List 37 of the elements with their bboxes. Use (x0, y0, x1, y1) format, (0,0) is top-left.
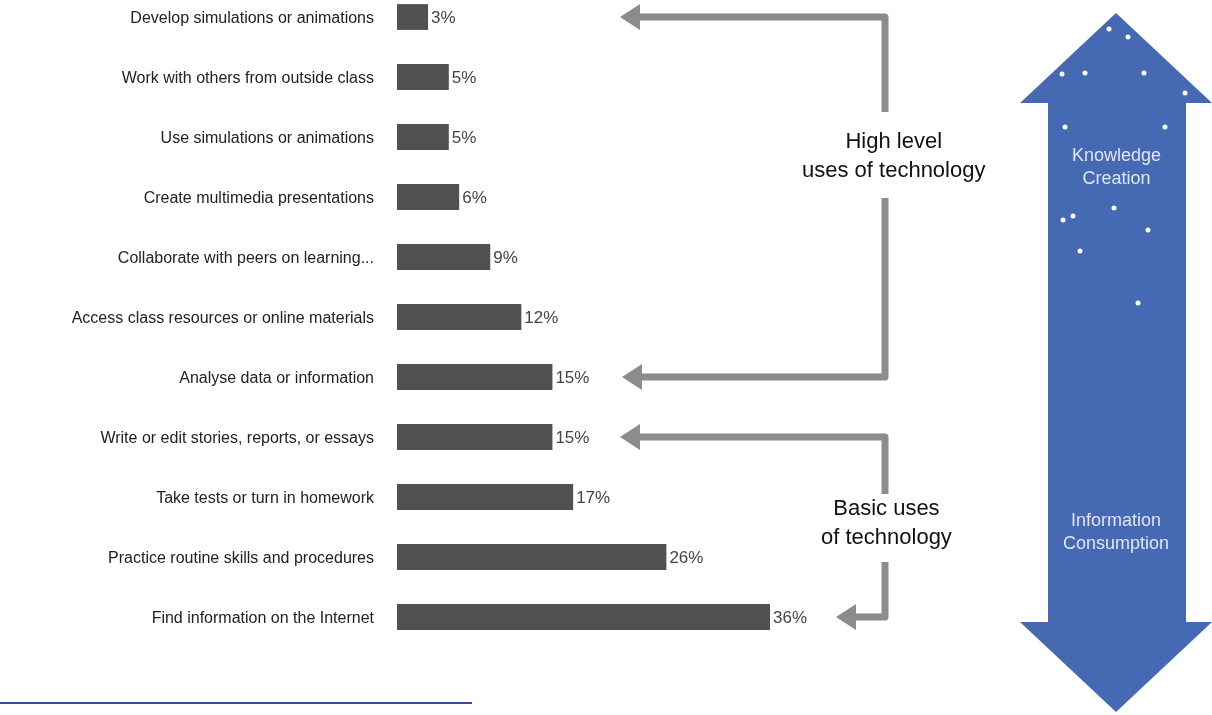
y-tick-label: Find information on the Internet (151, 608, 375, 626)
bar (397, 124, 449, 150)
bar (397, 304, 522, 330)
bar (397, 364, 553, 390)
bar (397, 64, 449, 90)
data-label: 3% (431, 7, 456, 27)
bar (397, 484, 574, 510)
text: Information Consumption (1063, 510, 1170, 554)
data-label: 26% (669, 547, 704, 567)
y-tick-label: Use simulations or animations (160, 128, 374, 146)
y-tick-label: Practice routine skills and procedures (108, 548, 374, 566)
data-label: 5% (451, 127, 477, 147)
y-tick-label: Create multimedia presentations (143, 188, 374, 206)
data-label: 17% (576, 487, 611, 507)
y-tick-label: Write or edit stories, reports, or essays (100, 428, 374, 446)
bar (397, 4, 429, 30)
text: Knowledge Creation (1072, 145, 1162, 189)
bar (397, 604, 770, 630)
bar (397, 244, 491, 270)
text: High level uses of technology (802, 128, 986, 182)
y-tick-label: Collaborate with peers on learning... (117, 248, 374, 266)
bar (397, 544, 667, 570)
data-label: 6% (462, 187, 487, 207)
data-label: 9% (493, 247, 518, 267)
y-tick-label: Develop simulations or animations (130, 8, 374, 26)
y-tick-label: Take tests or turn in homework (156, 488, 375, 506)
y-tick-label: Work with others from outside class (121, 68, 374, 86)
data-label: 15% (555, 367, 590, 387)
data-label: 15% (555, 427, 590, 447)
data-label: 12% (524, 307, 559, 327)
text: Basic uses of technology (821, 495, 952, 549)
data-label: 36% (773, 607, 808, 627)
bar (397, 424, 553, 450)
y-tick-label: Analyse data or information (179, 368, 374, 386)
bar (397, 184, 460, 210)
data-label: 5% (451, 67, 477, 87)
y-tick-label: Access class resources or online materials (71, 308, 374, 326)
